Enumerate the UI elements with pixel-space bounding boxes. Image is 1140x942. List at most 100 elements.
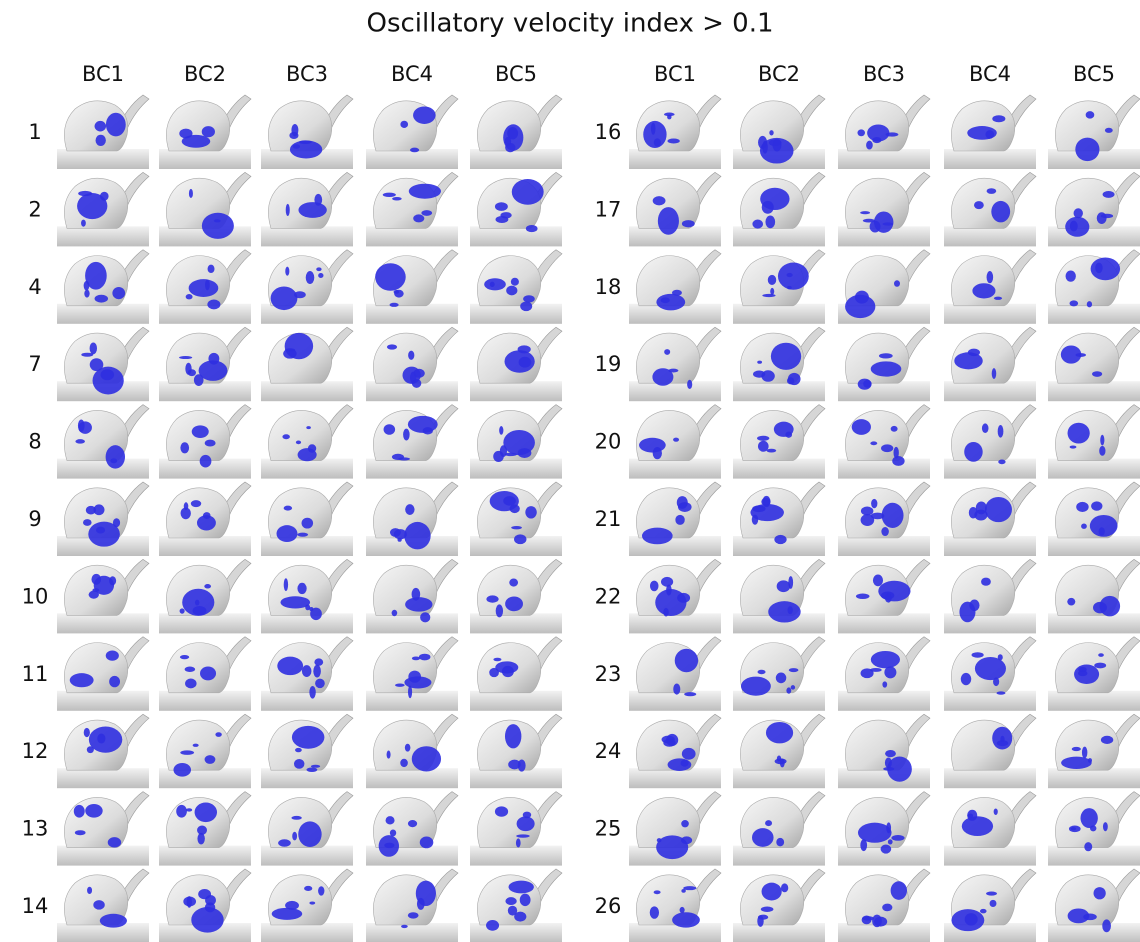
osi-region [1091,501,1102,510]
vessel [838,149,930,169]
osi-region [518,760,526,772]
osi-region [1075,353,1086,357]
osi-region [486,920,499,931]
aneurysm-thumbnail [944,714,1036,788]
column-header: BC2 [758,62,800,86]
aneurysm-thumbnail [470,714,562,788]
vessel [366,459,458,479]
osi-region [993,677,999,686]
osi-region [780,759,785,768]
osi-region [314,194,322,206]
vessel [261,768,353,788]
osi-region [405,504,414,515]
row-label: 1 [28,120,41,144]
vessel [629,149,721,169]
vessel [629,923,721,942]
vessel [733,691,825,711]
aneurysm-thumbnail [1048,172,1140,246]
aneurysm-thumbnail [261,482,353,556]
vessel [733,226,825,246]
vessel [1048,768,1140,788]
osi-region [204,584,211,588]
vessel [470,691,562,711]
osi-region [752,505,765,512]
vessel [57,149,149,169]
osi-region [520,894,531,906]
osi-region [881,527,889,536]
osi-region [214,219,221,222]
aneurysm-thumbnail [629,327,721,401]
aneurysm-thumbnail [944,250,1036,324]
aneurysm-thumbnail [838,714,930,788]
aneurysm-thumbnail [366,250,458,324]
osi-region [762,883,782,901]
vessel [629,536,721,556]
row-label: 24 [595,739,622,763]
osi-region [205,280,210,291]
aneurysm-thumbnail [366,714,458,788]
aneurysm-thumbnail [470,405,562,479]
vessel [470,226,562,246]
osi-region [962,816,993,836]
osi-region [272,908,303,920]
osi-region [663,608,668,617]
osi-region [682,748,696,760]
aneurysm-thumbnail [944,637,1036,711]
osi-region [526,225,538,232]
vessel [838,381,930,401]
aneurysm-thumbnail [838,869,930,942]
osi-region [180,750,194,755]
osi-region [109,676,120,687]
osi-region [410,148,419,153]
aneurysm-thumbnail [1048,327,1140,401]
column-header: BC5 [495,62,537,86]
osi-region [651,123,656,135]
aneurysm-thumbnail [470,172,562,246]
osi-region [383,193,396,197]
osi-region [96,135,106,146]
osi-region [198,889,211,899]
osi-region [668,369,678,373]
osi-region [998,425,1004,438]
osi-region [954,352,982,369]
osi-region [386,816,395,824]
aneurysm-dome [166,643,229,693]
osi-region [189,189,193,198]
osi-region [1072,747,1081,751]
vessel [838,613,930,633]
aneurysm-thumbnail [261,327,353,401]
aneurysm-thumbnail [57,559,149,633]
osi-region [1100,435,1104,446]
osi-region [1067,598,1075,606]
row-label: 22 [595,584,622,608]
osi-region [189,279,219,297]
osi-region [500,212,511,218]
osi-region [298,821,321,847]
aneurysm-thumbnail [366,637,458,711]
vessel [1048,304,1140,324]
osi-region [420,837,434,849]
vessel [733,846,825,866]
vessel [470,459,562,479]
osi-region [787,286,792,289]
osi-region [520,301,532,311]
aneurysm-thumbnail [838,95,930,169]
aneurysm-thumbnail [57,637,149,711]
osi-region [285,348,295,351]
osi-region [112,287,125,299]
row-label: 23 [595,662,622,686]
aneurysm-thumbnail [57,714,149,788]
osi-region [765,820,772,826]
osi-region [499,426,503,435]
osi-region [100,914,127,928]
osi-region [185,363,191,375]
osi-region [761,907,774,912]
osi-region [191,500,201,507]
vessel [159,846,251,866]
osi-region [741,677,771,696]
vessel [838,536,930,556]
osi-region [205,440,216,447]
aneurysm-thumbnail [838,637,930,711]
osi-region [883,222,894,225]
aneurysm-dome [636,410,699,460]
